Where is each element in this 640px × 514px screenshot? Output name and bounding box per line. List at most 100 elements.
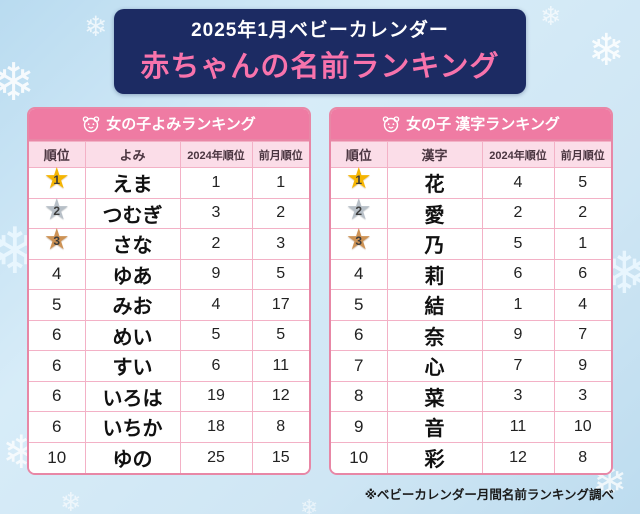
gold-star-icon: ★ 1 xyxy=(43,163,70,196)
table-row: 9 音 11 10 xyxy=(331,411,611,443)
name-cell: つむぎ xyxy=(84,197,181,229)
table-row: ★ 3 さな 2 3 xyxy=(29,224,309,260)
yomi-table: 順位 よみ 2024年順位 前月順位 ★ 1 えま 1 1 ★ 2 つむぎ 3 2 ★ 3 さな 2 3 4 ゆ… xyxy=(29,141,309,473)
rank-cell: 6 xyxy=(29,319,86,351)
rank-2024-cell: 1 xyxy=(179,167,253,199)
rank-2024-cell: 9 xyxy=(481,319,555,351)
rank-2024-cell: 6 xyxy=(481,258,555,290)
rank-cell: 8 xyxy=(331,380,388,412)
col-header-2024: 2024年順位 xyxy=(481,141,555,168)
table-row: 6 めい 5 5 xyxy=(29,319,309,351)
name-cell: ゆの xyxy=(84,441,181,473)
col-header-name: よみ xyxy=(84,141,181,168)
rank-2024-cell: 3 xyxy=(179,197,253,229)
rank-cell: ★ 2 xyxy=(29,193,86,229)
rank-cell: 5 xyxy=(29,289,86,321)
name-cell: 心 xyxy=(386,350,483,382)
prev-month-rank-cell: 15 xyxy=(251,441,309,473)
rank-2024-cell: 19 xyxy=(179,380,253,412)
girls-kanji-ranking-table: 女の子 漢字ランキング 順位 漢字 2024年順位 前月順位 ★ 1 花 4 5 ★ 2 愛 2… xyxy=(329,107,613,475)
prev-month-rank-cell: 1 xyxy=(251,167,309,199)
table-row: 6 いちか 18 8 xyxy=(29,411,309,443)
name-cell: めい xyxy=(84,319,181,351)
table-row: ★ 1 えま 1 1 xyxy=(29,163,309,199)
silver-star-icon: ★ 2 xyxy=(345,193,372,226)
table-row: ★ 2 愛 2 2 xyxy=(331,193,611,229)
rank-2024-cell: 4 xyxy=(179,289,253,321)
rank-cell: 4 xyxy=(29,258,86,290)
table-row: 10 彩 12 8 xyxy=(331,441,611,473)
page: 2025年1月ベビーカレンダー 赤ちゃんの名前ランキング 女の子よみランキング xyxy=(0,9,640,514)
prev-month-rank-cell: 8 xyxy=(251,411,309,443)
name-cell: 彩 xyxy=(386,441,483,473)
rank-cell: ★ 2 xyxy=(331,193,388,229)
title-banner: 2025年1月ベビーカレンダー 赤ちゃんの名前ランキング xyxy=(114,9,526,94)
col-header-rank: 順位 xyxy=(29,141,86,168)
rank-cell: 6 xyxy=(29,350,86,382)
rank-2024-cell: 5 xyxy=(481,228,555,260)
table-title: 女の子 漢字ランキング xyxy=(406,116,560,133)
rank-cell: ★ 3 xyxy=(29,224,86,260)
table-row: ★ 3 乃 5 1 xyxy=(331,226,611,260)
rank-2024-cell: 4 xyxy=(481,167,555,199)
prev-month-rank-cell: 5 xyxy=(553,167,611,199)
table-title-bar: 女の子 漢字ランキング xyxy=(331,109,611,141)
rank-2024-cell: 18 xyxy=(179,411,253,443)
table-row: 10 ゆの 25 15 xyxy=(29,441,309,473)
rank-cell: 5 xyxy=(331,289,388,321)
name-cell: 愛 xyxy=(386,197,483,229)
rank-2024-cell: 2 xyxy=(179,228,253,260)
source-note: ※ベビーカレンダー月間名前ランキング調べ xyxy=(364,487,614,502)
name-cell: みお xyxy=(84,289,181,321)
prev-month-rank-cell: 2 xyxy=(553,197,611,229)
rank-2024-cell: 5 xyxy=(179,319,253,351)
prev-month-rank-cell: 12 xyxy=(251,380,309,412)
table-row: 5 みお 4 17 xyxy=(29,289,309,321)
prev-month-rank-cell: 5 xyxy=(251,319,309,351)
name-cell: いちか xyxy=(84,411,181,443)
col-header-prev: 前月順位 xyxy=(251,141,309,168)
table-title: 女の子よみランキング xyxy=(106,116,256,133)
name-cell: 音 xyxy=(386,411,483,443)
table-row: ★ 2 つむぎ 3 2 xyxy=(29,193,309,229)
prev-month-rank-cell: 7 xyxy=(553,319,611,351)
name-cell: 菜 xyxy=(386,380,483,412)
bronze-star-icon: ★ 3 xyxy=(43,224,70,257)
name-cell: 結 xyxy=(386,289,483,321)
name-cell: 奈 xyxy=(386,319,483,351)
rank-cell: 7 xyxy=(331,350,388,382)
rank-cell: ★ 1 xyxy=(29,163,86,199)
rank-2024-cell: 3 xyxy=(481,380,555,412)
name-cell: 乃 xyxy=(386,228,483,260)
table-title-bar: 女の子よみランキング xyxy=(29,109,309,141)
prev-month-rank-cell: 10 xyxy=(553,411,611,443)
header-row: 順位 よみ 2024年順位 前月順位 xyxy=(29,141,309,168)
prev-month-rank-cell: 2 xyxy=(251,197,309,229)
table-row: 6 いろは 19 12 xyxy=(29,380,309,412)
table-row: 6 すい 6 11 xyxy=(29,350,309,382)
silver-star-icon: ★ 2 xyxy=(43,193,70,226)
header-row: 順位 漢字 2024年順位 前月順位 xyxy=(331,141,611,168)
prev-month-rank-cell: 5 xyxy=(251,258,309,290)
prev-month-rank-cell: 4 xyxy=(553,289,611,321)
rank-2024-cell: 1 xyxy=(481,289,555,321)
rank-cell: ★ 1 xyxy=(331,165,388,199)
prev-month-rank-cell: 1 xyxy=(553,228,611,260)
col-header-prev: 前月順位 xyxy=(553,141,611,168)
rank-cell: 9 xyxy=(331,411,388,443)
name-cell: ゆあ xyxy=(84,258,181,290)
col-header-rank: 順位 xyxy=(331,141,388,168)
page-title: 赤ちゃんの名前ランキング xyxy=(140,51,500,83)
prev-month-rank-cell: 9 xyxy=(553,350,611,382)
rank-2024-cell: 7 xyxy=(481,350,555,382)
col-header-name: 漢字 xyxy=(386,141,483,168)
baby-face-icon xyxy=(382,115,400,133)
rank-cell: 6 xyxy=(29,380,86,412)
table-row: 4 ゆあ 9 5 xyxy=(29,258,309,290)
rank-cell: 10 xyxy=(331,441,388,473)
col-header-2024: 2024年順位 xyxy=(179,141,253,168)
prev-month-rank-cell: 6 xyxy=(553,258,611,290)
